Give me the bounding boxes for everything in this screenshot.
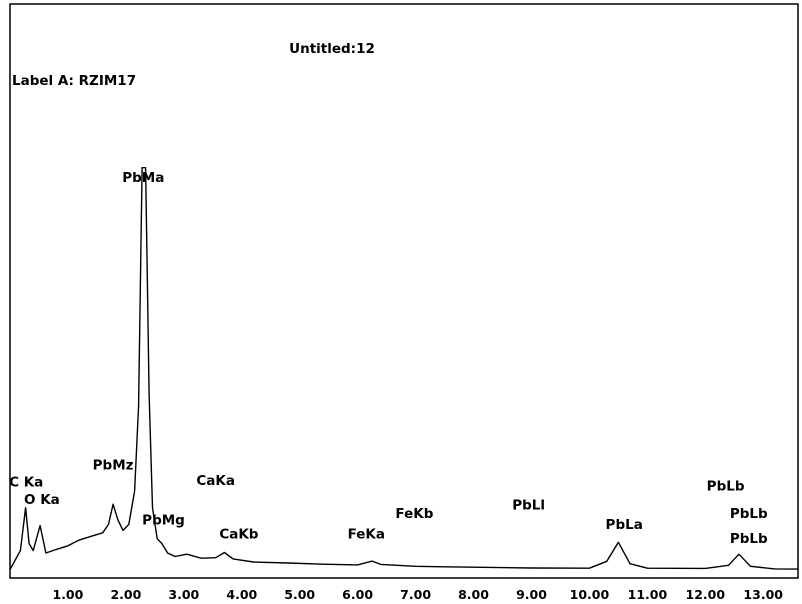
chart-title: Untitled:12 — [289, 41, 375, 57]
peak-label: CaKa — [196, 473, 235, 489]
x-tick-label: 7.00 — [400, 587, 431, 602]
x-axis-ticks: 1.00 2.00 3.00 4.00 5.00 6.00 7.00 8.00 9.00 10.0… — [52, 587, 783, 602]
x-tick-label: 2.00 — [110, 587, 141, 602]
x-tick-label: 10.00 — [570, 587, 610, 602]
spectrum-layer — [9, 167, 799, 570]
peak-label: C Ka — [9, 474, 43, 490]
peak-label: PbLb — [730, 506, 768, 522]
peak-label: PbLb — [730, 531, 768, 547]
peak-label: PbLb — [707, 479, 745, 495]
x-tick-label: 4.00 — [226, 587, 257, 602]
peak-label: O Ka — [24, 492, 60, 508]
x-tick-label: 9.00 — [516, 587, 547, 602]
plot-frame — [9, 3, 799, 579]
x-tick-label: 12.00 — [686, 587, 726, 602]
peak-label: PbMz — [93, 458, 134, 474]
peak-label: PbMa — [122, 170, 164, 186]
peak-labels: PbMa C Ka O Ka PbMz PbMg CaKa CaKb FeKa FeKb PbLl… — [9, 170, 768, 547]
peak-label: PbLa — [606, 517, 643, 533]
peak-label: FeKa — [348, 527, 385, 543]
x-tick-label: 6.00 — [342, 587, 373, 602]
chart-subtitle: Label A: RZIM17 — [12, 73, 136, 89]
spectrum-line — [9, 167, 799, 570]
x-tick-label: 13.00 — [743, 587, 783, 602]
x-tick-label: 5.00 — [284, 587, 315, 602]
peak-label: PbLl — [512, 498, 545, 514]
peak-label: PbMg — [142, 512, 185, 528]
x-tick-label: 11.00 — [628, 587, 668, 602]
peak-label: FeKb — [395, 506, 433, 522]
x-tick-label: 1.00 — [52, 587, 83, 602]
peak-label: CaKb — [219, 527, 258, 543]
x-tick-label: 3.00 — [168, 587, 199, 602]
x-tick-label: 8.00 — [458, 587, 489, 602]
